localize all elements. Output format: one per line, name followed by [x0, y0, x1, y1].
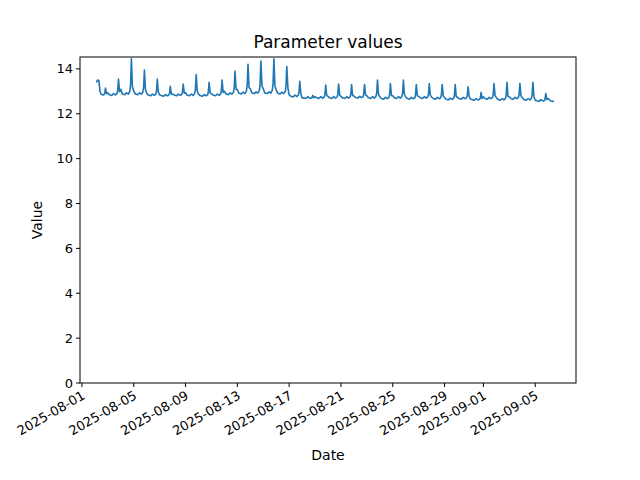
axes-frame	[80, 57, 576, 383]
y-tick-label: 4	[65, 286, 73, 301]
y-tick-label: 10	[56, 151, 73, 166]
chart-title: Parameter values	[80, 32, 576, 52]
y-tick-label: 12	[56, 106, 73, 121]
y-tick-label: 0	[65, 376, 73, 391]
data-line	[97, 59, 554, 102]
x-axis-label: Date	[80, 447, 576, 463]
y-tick-label: 2	[65, 331, 73, 346]
y-tick-label: 6	[65, 241, 73, 256]
y-axis-label: Value	[29, 201, 45, 239]
plot-area: 024681012142025-08-012025-08-052025-08-0…	[0, 0, 640, 480]
y-tick-label: 14	[56, 61, 73, 76]
chart-figure: Parameter values Value Date 024681012142…	[0, 0, 640, 480]
y-tick-label: 8	[65, 196, 73, 211]
